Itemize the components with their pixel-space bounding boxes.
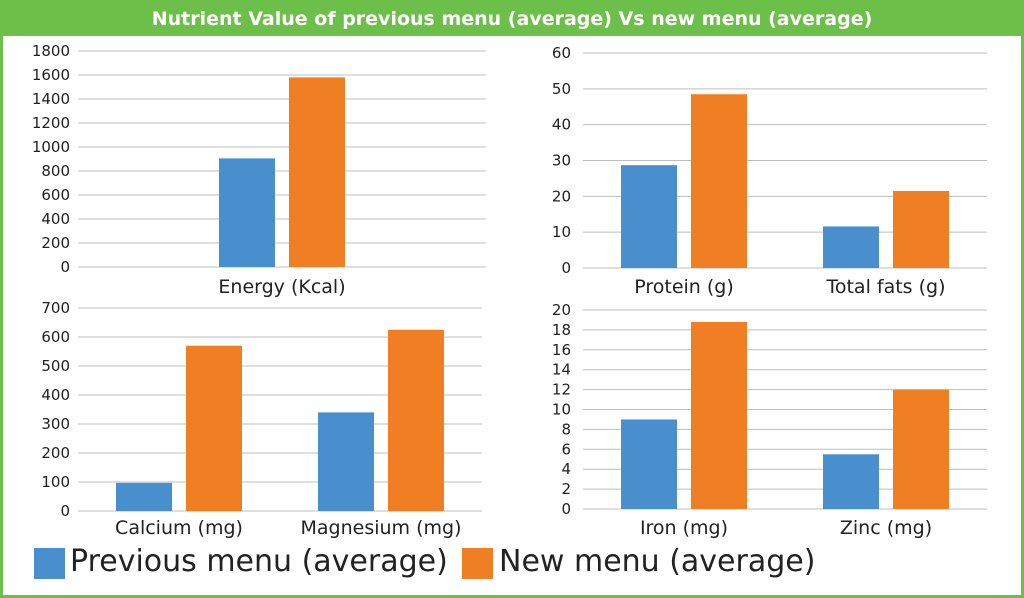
chart1-bar-new [289,77,345,268]
chart2-y-tick-label: 30 [552,152,571,170]
chart3-y-tick-label: 400 [41,386,70,404]
chart4-bar-previous [823,454,879,509]
chart4-y-tick-label: 10 [552,401,571,419]
chart3-y-tick-label: 200 [41,444,70,462]
chart3-y-tick-label: 700 [41,299,70,317]
chart3-bar-new [186,345,242,511]
chart1-y-tick-label: 800 [41,162,70,180]
chart4-y-tick-label: 2 [561,480,571,498]
chart1-y-tick-label: 1200 [32,114,70,132]
chart3-bar-previous [318,412,374,511]
chart1-y-tick-label: 600 [41,186,70,204]
chart2-bar-previous [823,226,879,268]
chart1-y-tick-label: 1000 [32,138,70,156]
chart4-y-tick-label: 12 [552,381,571,399]
chart4-y-tick-label: 4 [561,460,571,478]
chart4-y-tick-label: 18 [552,321,571,339]
chart4-category-label: Zinc (mg) [840,517,932,539]
chart4-y-tick-label: 16 [552,341,571,359]
chart1-y-tick-label: 200 [41,234,70,252]
chart2-y-tick-label: 20 [552,187,571,205]
chart2-category-label: Protein (g) [634,276,734,298]
chart2-y-tick-label: 40 [552,116,571,134]
chart3-y-tick-label: 500 [41,357,70,375]
chart4-y-tick-label: 0 [561,500,571,518]
chart2-y-tick-label: 10 [552,223,571,241]
chart3-y-tick-label: 0 [60,502,70,520]
chart4-y-tick-label: 14 [552,361,571,379]
chart4-category-label: Iron (mg) [640,517,728,539]
chart4-y-tick-label: 20 [552,301,571,319]
chart1-y-tick-label: 400 [41,210,70,228]
figure-title: Nutrient Value of previous menu (average… [3,3,1021,36]
chart4-y-tick-label: 8 [561,420,571,438]
chart3-y-tick-label: 100 [41,473,70,491]
chart3-y-tick-label: 300 [41,415,70,433]
chart3-bar-new [388,329,444,511]
chart1-y-tick-label: 0 [60,258,70,276]
chart3-y-tick-label: 600 [41,328,70,346]
chart4-bar-previous [621,419,677,509]
chart2-bar-new [893,190,949,268]
chart1-y-tick-label: 1800 [32,42,70,60]
chart1-y-tick-label: 1600 [32,66,70,84]
chart1-y-tick-label: 1400 [32,90,70,108]
chart1-category-label: Energy (Kcal) [218,276,345,298]
chart3-bar-previous [116,482,172,511]
legend-label-previous: Previous menu (average) [70,544,448,579]
chart2-y-tick-label: 60 [552,44,571,62]
chart2-bar-new [691,94,747,268]
chart2-y-tick-label: 0 [561,259,571,277]
chart2-category-label: Total fats (g) [825,276,945,298]
chart2-bar-previous [621,165,677,268]
chart4-y-tick-label: 6 [561,440,571,458]
legend-swatch-new [462,548,493,579]
chart1-bar-previous [219,158,275,267]
legend-swatch-previous [34,548,65,579]
chart2-y-tick-label: 50 [552,80,571,98]
chart3-category-label: Magnesium (mg) [301,517,462,539]
legend-label-new: New menu (average) [499,544,816,579]
chart4-bar-new [893,389,949,509]
chart3-category-label: Calcium (mg) [115,517,243,539]
chart4-bar-new [691,321,747,509]
